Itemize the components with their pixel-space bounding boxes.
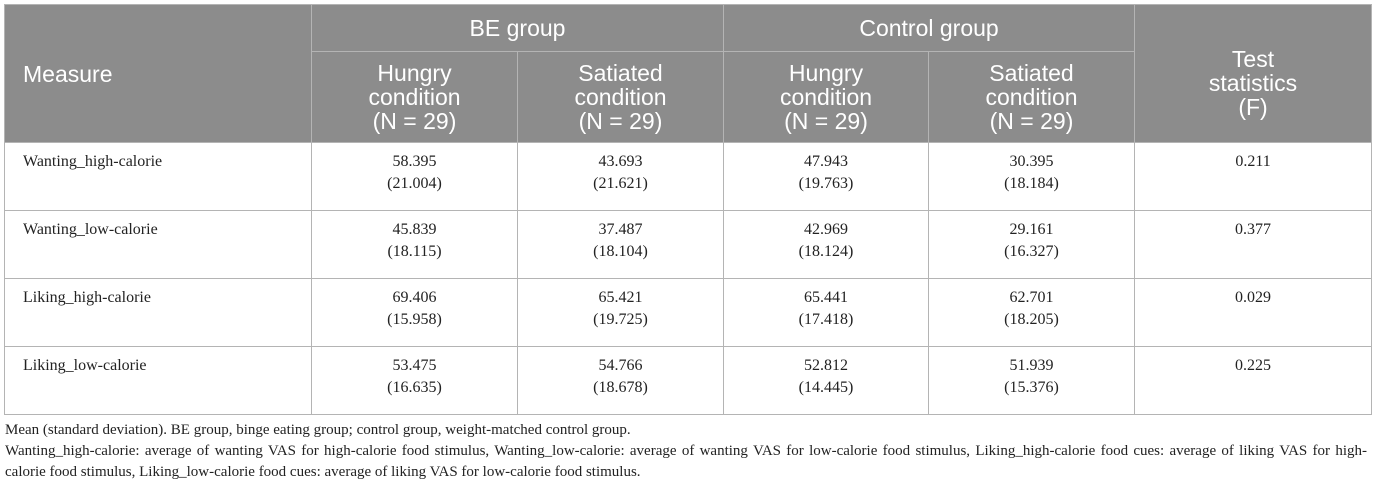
table-cell: 51.939 (15.376) [927, 346, 1136, 415]
cell-sd: (16.635) [387, 379, 442, 396]
cell-sd: (18.124) [798, 243, 854, 260]
cell-sd: (21.621) [593, 175, 648, 192]
cell-f-statistic: 0.225 [1134, 346, 1373, 415]
cell-sd: (19.763) [798, 175, 854, 192]
header-cond-line2: condition [985, 84, 1078, 110]
cell-sd: (18.115) [387, 243, 442, 260]
table-cell: 43.693 (21.621) [517, 142, 724, 211]
header-cond-line1: Hungry [788, 60, 864, 86]
cell-sd: (18.184) [1004, 175, 1059, 192]
cell-sd: (18.678) [593, 379, 648, 396]
table-cell: 30.395 (18.184) [927, 142, 1136, 211]
header-control-hungry: Hungry condition (N = 29) [723, 51, 929, 143]
row-label: Liking_low-calorie [4, 346, 312, 415]
header-cond-n: (N = 29) [989, 108, 1074, 134]
table-cell: 62.701 (18.205) [927, 278, 1136, 347]
cell-mean: 52.812 [804, 357, 848, 374]
cell-mean: 30.395 [1009, 153, 1054, 170]
cell-mean: 29.161 [1009, 221, 1054, 238]
header-cond-n: (N = 29) [578, 108, 663, 134]
row-label: Wanting_high-calorie [4, 142, 312, 211]
cell-mean: 42.969 [804, 221, 848, 238]
cell-mean: 53.475 [392, 357, 437, 374]
header-test-line2: statistics [1208, 69, 1298, 96]
cell-sd: (21.004) [387, 175, 442, 192]
header-control-satiated: Satiated condition (N = 29) [927, 51, 1136, 143]
cell-sd: (15.958) [387, 311, 442, 328]
cell-mean: 65.421 [598, 289, 643, 306]
cell-sd: (16.327) [1004, 243, 1059, 260]
header-be-group: BE group [311, 4, 724, 52]
header-measure: Measure [4, 4, 312, 143]
header-test-line1: Test [1231, 45, 1275, 72]
table-cell: 52.812 (14.445) [723, 346, 929, 415]
header-be-satiated: Satiated condition (N = 29) [517, 51, 724, 143]
table-row: Liking_low-calorie 53.475 (16.635) 54.766… [4, 346, 1373, 415]
cell-mean: 37.487 [598, 221, 643, 238]
header-cond-line2: condition [779, 84, 873, 110]
table-row: Liking_high-calorie 69.406 (15.958) 65.42… [4, 278, 1373, 347]
cell-sd: (19.725) [593, 311, 648, 328]
table-cell: 37.487 (18.104) [517, 210, 724, 279]
table-footnotes: Mean (standard deviation). BE group, bin… [5, 420, 1367, 483]
header-test-line3: (F) [1238, 93, 1268, 120]
cell-f-statistic: 0.377 [1134, 210, 1373, 279]
table-cell: 29.161 (16.327) [927, 210, 1136, 279]
table-cell: 53.475 (16.635) [311, 346, 518, 415]
row-label: Liking_high-calorie [4, 278, 312, 347]
table-cell: 69.406 (15.958) [311, 278, 518, 347]
header-cond-line1: Satiated [578, 60, 663, 86]
cell-sd: (14.445) [798, 379, 854, 396]
row-label: Wanting_low-calorie [4, 210, 312, 279]
table-cell: 65.441 (17.418) [723, 278, 929, 347]
header-control-group: Control group [722, 4, 1136, 52]
cell-mean: 47.943 [804, 153, 848, 170]
header-cond-line1: Satiated [989, 60, 1074, 86]
cell-sd: (15.376) [1004, 379, 1059, 396]
cell-f-statistic: 0.211 [1134, 142, 1373, 211]
header-be-hungry: Hungry condition (N = 29) [311, 51, 518, 143]
header-test-statistics: Test statistics (F) [1134, 4, 1373, 143]
table-body: Wanting_high-calorie 58.395 (21.004) 43.6… [4, 142, 1373, 415]
cell-f-statistic: 0.029 [1134, 278, 1373, 347]
cell-sd: (18.104) [593, 243, 648, 260]
cell-sd: (18.205) [1004, 311, 1059, 328]
cell-mean: 62.701 [1009, 289, 1054, 306]
table-cell: 65.421 (19.725) [517, 278, 724, 347]
cell-mean: 54.766 [598, 357, 643, 374]
table-row: Wanting_high-calorie 58.395 (21.004) 43.6… [4, 142, 1373, 211]
footnote-definitions: Wanting_high-calorie: average of wanting… [5, 443, 1367, 480]
table-cell: 58.395 (21.004) [311, 142, 518, 211]
table-row: Wanting_low-calorie 45.839 (18.115) 37.48… [4, 210, 1373, 279]
table-cell: 47.943 (19.763) [723, 142, 929, 211]
cell-mean: 58.395 [392, 153, 437, 170]
cell-mean: 43.693 [598, 153, 643, 170]
header-cond-line2: condition [574, 84, 667, 110]
results-table: Measure BE group Control group Test stat… [4, 4, 1373, 415]
header-cond-line2: condition [368, 84, 461, 110]
table-cell: 45.839 (18.115) [311, 210, 518, 279]
cell-mean: 51.939 [1009, 357, 1054, 374]
header-cond-n: (N = 29) [784, 108, 868, 134]
cell-mean: 69.406 [392, 289, 437, 306]
cell-sd: (17.418) [798, 311, 854, 328]
table-cell: 54.766 (18.678) [517, 346, 724, 415]
header-cond-n: (N = 29) [372, 108, 457, 134]
table-cell: 42.969 (18.124) [723, 210, 929, 279]
header-cond-line1: Hungry [377, 60, 452, 86]
footnote-abbreviations: Mean (standard deviation). BE group, bin… [5, 422, 631, 438]
cell-mean: 65.441 [804, 289, 848, 306]
table-header: Measure BE group Control group Test stat… [4, 4, 1373, 143]
cell-mean: 45.839 [392, 221, 437, 238]
